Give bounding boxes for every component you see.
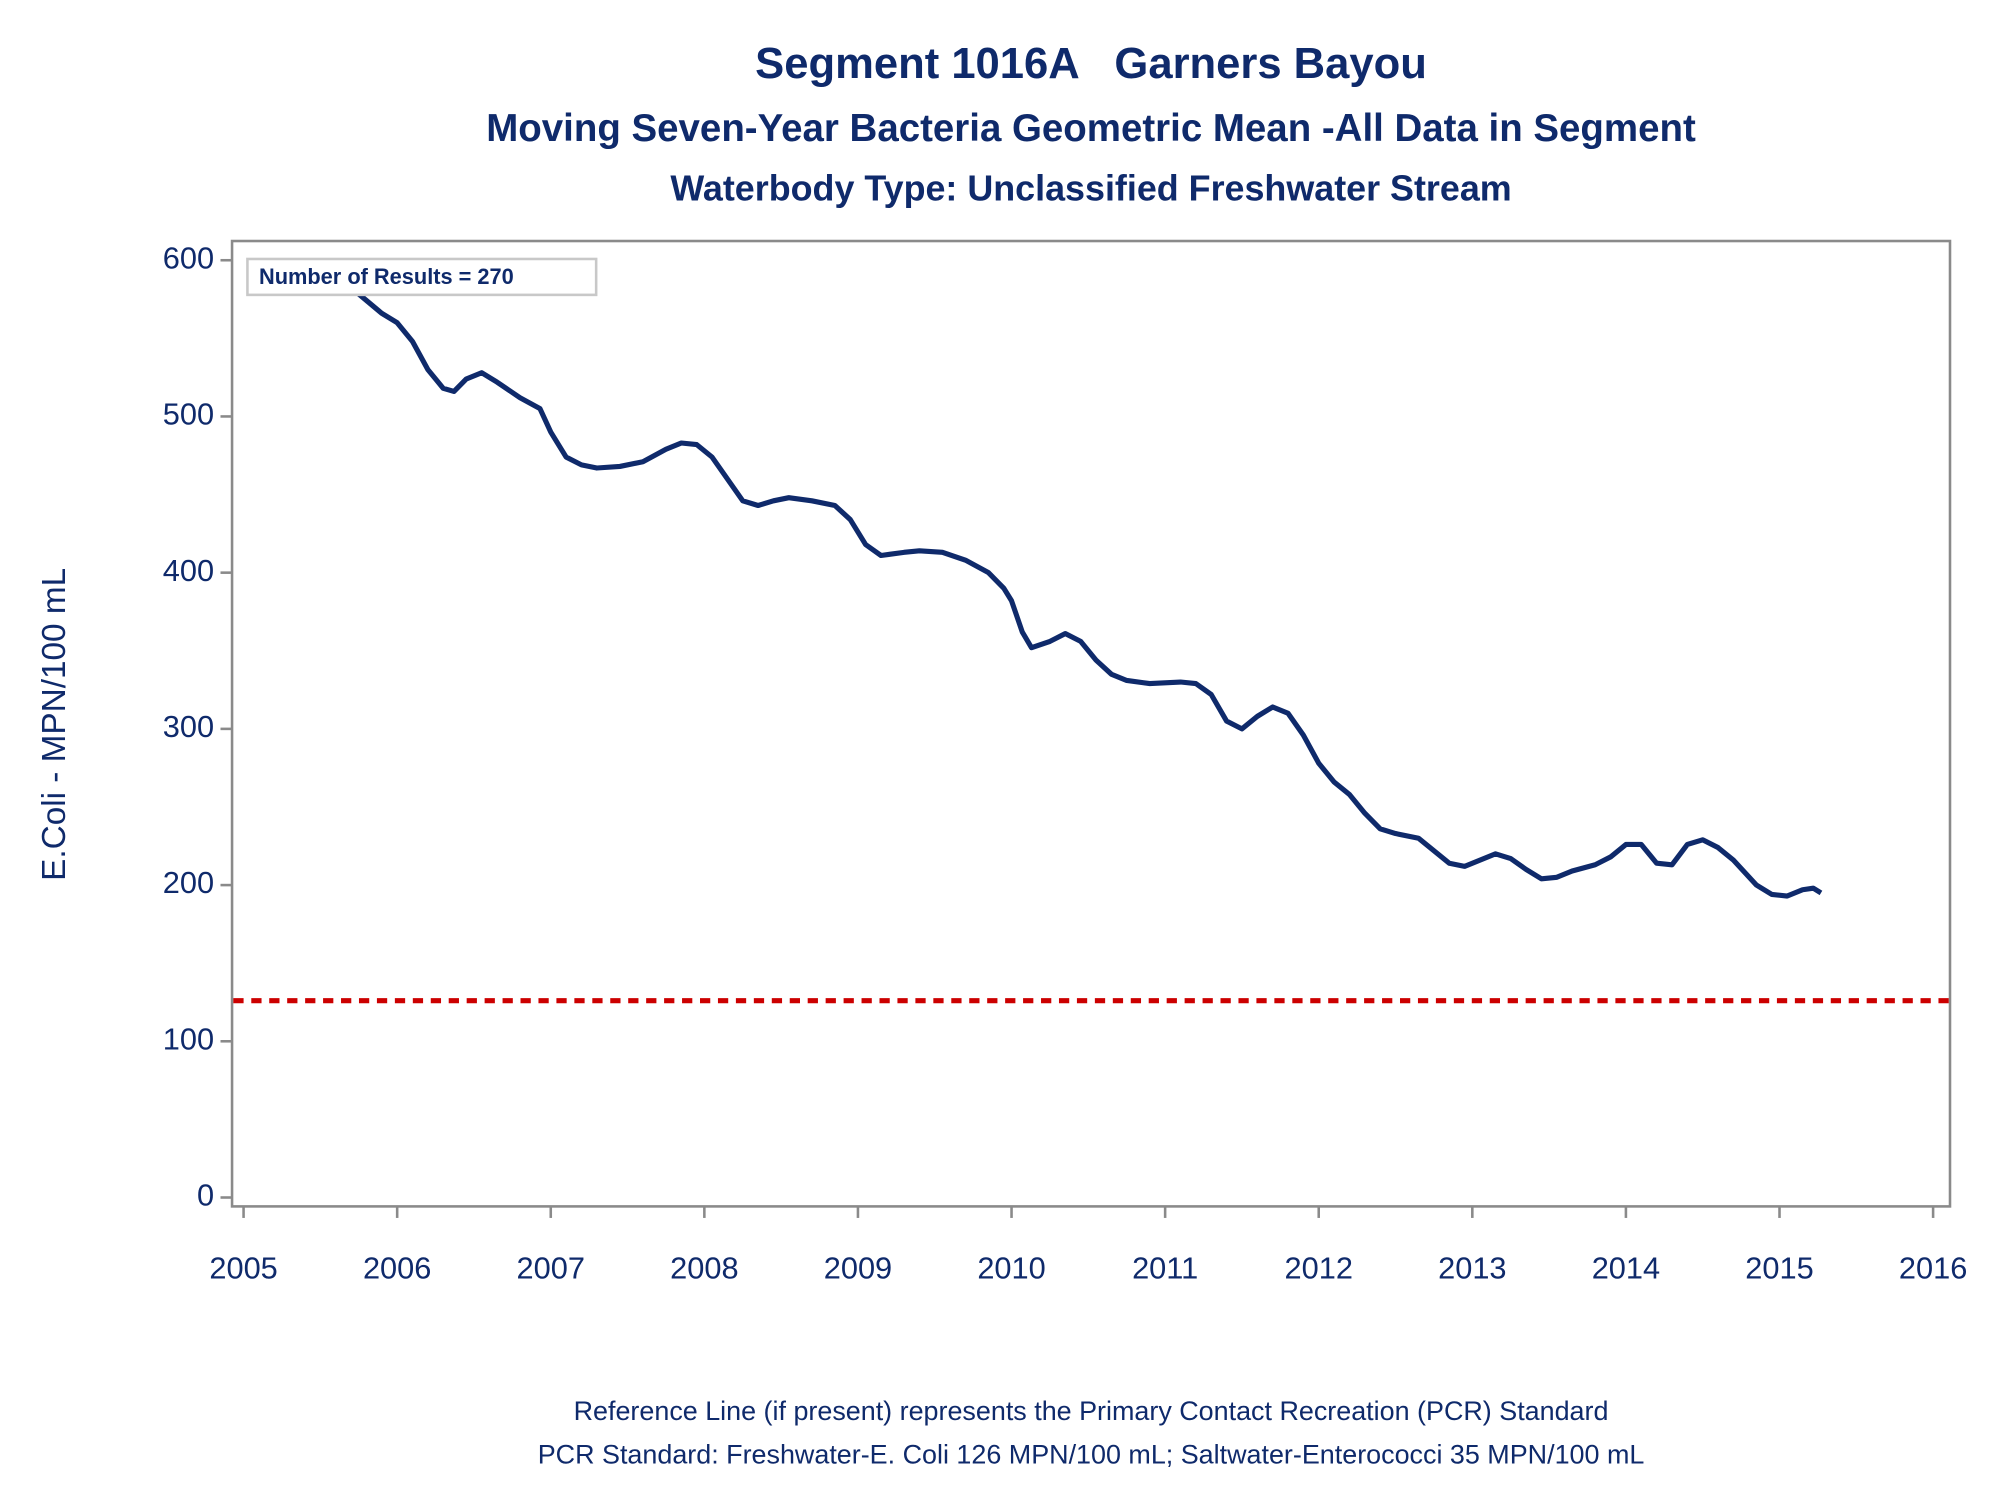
y-tick-label: 400 (163, 553, 214, 588)
x-tick-label: 2012 (1285, 1251, 1353, 1286)
y-axis-label: E.Coli - MPN/100 mL (36, 568, 73, 881)
y-tick-label: 600 (163, 240, 214, 275)
y-tick-label: 300 (163, 709, 214, 744)
x-tick-label: 2013 (1438, 1251, 1506, 1286)
y-tick-label: 0 (197, 1178, 214, 1213)
plot-frame (230, 239, 1952, 1208)
x-tick-label: 2009 (824, 1251, 892, 1286)
annotation-box (246, 257, 598, 297)
x-tick-label: 2005 (209, 1251, 277, 1286)
x-tick-label: 2015 (1745, 1251, 1813, 1286)
chart-title: Segment 1016A Garners Bayou (755, 40, 1427, 88)
chart-subtitle: Waterbody Type: Unclassified Freshwater … (670, 169, 1511, 209)
x-tick-label: 2006 (363, 1251, 431, 1286)
y-tick-label: 200 (163, 865, 214, 900)
footnote: PCR Standard: Freshwater-E. Coli 126 MPN… (538, 1440, 1645, 1470)
x-tick-label: 2010 (977, 1251, 1045, 1286)
annotation: Number of Results = 270 (259, 264, 514, 289)
x-tick-label: 2014 (1592, 1251, 1660, 1286)
x-tick-label: 2007 (517, 1251, 585, 1286)
x-tick-label: 2011 (1132, 1251, 1198, 1286)
y-tick-label: 100 (163, 1021, 214, 1056)
x-tick-label: 2016 (1899, 1251, 1967, 1286)
y-tick-label: 500 (163, 397, 214, 432)
chart-subtitle: Moving Seven-Year Bacteria Geometric Mea… (486, 107, 1696, 150)
footnote: Reference Line (if present) represents t… (574, 1396, 1609, 1426)
data-line (354, 289, 1823, 899)
x-tick-label: 2008 (670, 1251, 738, 1286)
